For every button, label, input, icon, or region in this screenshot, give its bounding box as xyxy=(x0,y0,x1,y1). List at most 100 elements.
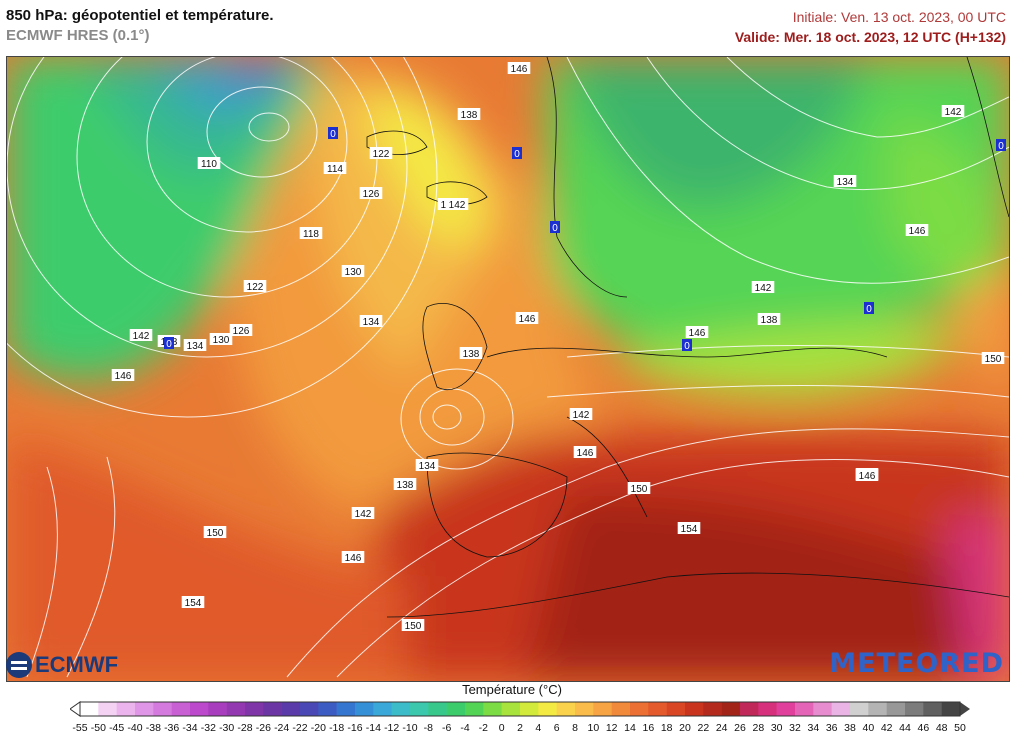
colorbar-tick-label: -50 xyxy=(90,722,106,734)
colorbar-swatch xyxy=(740,702,759,716)
colorbar-tick-label: 18 xyxy=(660,722,673,734)
geopotential-label-bg xyxy=(209,333,233,345)
colorbar-tick-label: -20 xyxy=(310,722,326,734)
colorbar-tick-label: 30 xyxy=(770,722,783,734)
geopotential-label-bg xyxy=(833,175,857,187)
colorbar-swatch xyxy=(758,702,777,716)
geopotential-label-bg xyxy=(941,105,965,117)
colorbar-swatch xyxy=(703,702,722,716)
colorbar-tick-label: 36 xyxy=(825,722,838,734)
colorbar-swatch xyxy=(593,702,612,716)
colorbar-tick-label: 16 xyxy=(642,722,655,734)
geopotential-label: 126 xyxy=(233,326,250,337)
geopotential-label-bg xyxy=(751,281,775,293)
colorbar-tick-label: 32 xyxy=(789,722,801,734)
valid-time: Valide: Mer. 18 oct. 2023, 12 UTC (H+132… xyxy=(734,29,1006,45)
zero-marker-box xyxy=(682,339,692,351)
colorbar-swatch xyxy=(318,702,337,716)
geopotential-label: 142 xyxy=(755,283,772,294)
colorbar-tick-label: 28 xyxy=(752,722,765,734)
geopotential-label: 110 xyxy=(201,159,217,170)
geopotential-label-bg xyxy=(401,619,425,631)
geopotential-label: 146 xyxy=(115,371,132,382)
colorbar-swatch xyxy=(135,702,154,716)
colorbar-swatch xyxy=(171,702,191,716)
colorbar-tick-label: 40 xyxy=(862,722,875,734)
geopotential-label: 150 xyxy=(985,354,1002,365)
geopotential-label: 150 xyxy=(207,528,224,539)
geopotential-label: 154 xyxy=(185,598,202,609)
geopotential-label: 150 xyxy=(631,484,648,495)
colorbar-tick-label: -55 xyxy=(72,722,88,734)
colorbar-tick-label: 8 xyxy=(572,722,578,734)
geopotential-label-bg xyxy=(359,187,383,199)
geopotential-label-bg xyxy=(359,315,383,327)
zero-marker-label: 0 xyxy=(998,141,1004,152)
colorbar-swatch xyxy=(300,702,319,716)
colorbar-tick-label: 38 xyxy=(844,722,856,734)
geopotential-label-bg xyxy=(183,339,207,351)
geopotential-label: 134 xyxy=(837,177,854,188)
colorbar-tick-label: 10 xyxy=(587,722,600,734)
geopotential-label: 114 xyxy=(327,164,343,175)
colorbar-tick-label: -18 xyxy=(329,722,345,734)
ecmwf-logo: ECMWF xyxy=(6,652,118,678)
colorbar-swatch xyxy=(886,702,906,716)
colorbar-tick-label: -22 xyxy=(292,722,308,734)
colorbar-tick-label: 44 xyxy=(899,722,911,734)
zero-marker-box xyxy=(512,147,522,159)
geopotential-label: 142 xyxy=(945,107,962,118)
geopotential-label: 146 xyxy=(909,226,926,237)
colorbar-swatch xyxy=(795,702,814,716)
colorbar-swatch xyxy=(355,702,374,716)
geopotential-label: 130 xyxy=(213,335,230,346)
zero-marker-label: 0 xyxy=(330,129,336,140)
geopotential-label-bg xyxy=(111,369,135,381)
geopotential-label: 138 xyxy=(397,480,414,491)
colorbar-tick-label: -28 xyxy=(237,722,253,734)
colorbar-swatch xyxy=(538,702,557,716)
colorbar-min-arrow xyxy=(70,701,81,717)
colorbar-swatch xyxy=(685,702,704,716)
zero-marker-label: 0 xyxy=(514,149,520,160)
colorbar-swatch xyxy=(556,702,576,716)
colorbar-tick-label: 26 xyxy=(734,722,746,734)
colorbar-swatch xyxy=(575,702,594,716)
geopotential-label: 150 xyxy=(405,621,422,632)
colorbar-tick-label: 50 xyxy=(954,722,966,734)
colorbar-tick-label: -6 xyxy=(441,722,452,734)
geopotential-label: 142 xyxy=(355,509,372,520)
geopotential-label-bg xyxy=(573,446,597,458)
zero-marker-box xyxy=(164,337,174,349)
colorbar-swatch xyxy=(373,702,392,716)
geopotential-label: 146 xyxy=(859,471,876,482)
header-left: 850 hPa: géopotentiel et température. EC… xyxy=(6,6,274,46)
colorbar-tick-label: -32 xyxy=(200,722,216,734)
header-right: Initiale: Ven. 13 oct. 2023, 00 UTC Vali… xyxy=(735,8,1006,48)
colorbar-swatch xyxy=(80,702,99,716)
weather-map[interactable]: 146 138 110 114 122 126 142 118 122 130 134 142 138 1… xyxy=(6,56,1010,682)
colorbar-swatch xyxy=(263,702,282,716)
geopotential-label: 134 xyxy=(419,461,436,472)
colorbar-swatch xyxy=(520,702,539,716)
colorbar-swatch xyxy=(153,702,172,716)
geopotential-label: 146 xyxy=(577,448,594,459)
geopotential-label: 138 xyxy=(463,349,480,360)
colorbar-swatch xyxy=(391,702,411,716)
zero-marker-box xyxy=(996,139,1006,151)
colorbar-swatch xyxy=(630,702,649,716)
geopotential-label-bg xyxy=(323,162,347,174)
colorbar-swatch xyxy=(116,702,136,716)
geopotential-label: 138 xyxy=(761,315,778,326)
colorbar-swatch xyxy=(281,702,301,716)
colorbar-swatch xyxy=(245,702,264,716)
colorbar-tick-label: -12 xyxy=(384,722,400,734)
colorbar-tick-label: -34 xyxy=(182,722,198,734)
colorbar-ticks: -55 -50 -45 -40 -38 -36 -34 -32 -30 -28 -26 -24 -22-… xyxy=(70,722,970,736)
zero-marker-label: 0 xyxy=(866,304,872,315)
colorbar-tick-label: -30 xyxy=(219,722,235,734)
colorbar-tick-label: 20 xyxy=(679,722,691,734)
zero-marker-box xyxy=(550,221,560,233)
colorbar-tick-label: -45 xyxy=(109,722,125,734)
colorbar-swatch xyxy=(208,702,227,716)
